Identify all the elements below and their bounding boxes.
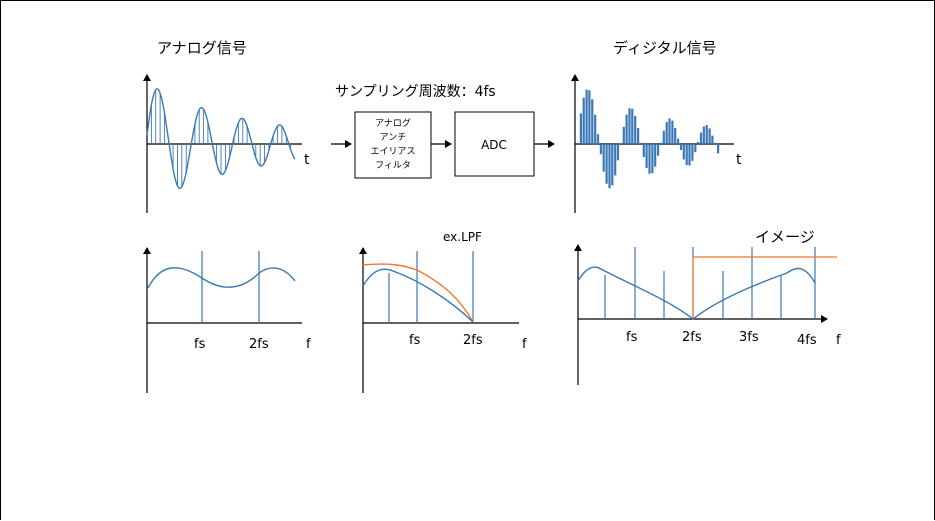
digital-sample-bar: [594, 114, 597, 144]
digital-sample-bar: [637, 128, 640, 144]
digital-sample-bar: [614, 144, 617, 176]
digital-sample-bar: [642, 144, 645, 158]
image-label: イメージ: [755, 228, 815, 246]
digital-sample-bar: [599, 144, 602, 155]
digital-t-label: t: [736, 152, 742, 168]
spec1-spectrum-curve: [147, 267, 296, 289]
digital-sample-bar: [671, 120, 674, 144]
spec3-image-curve: [692, 267, 816, 320]
digital-sample-bar: [582, 97, 585, 144]
digital-sample-bar: [591, 99, 594, 144]
digital-sample-bar: [714, 144, 717, 145]
filter-label-line-1: アナログ: [375, 117, 411, 129]
digital-sample-bar: [657, 144, 660, 156]
digital-sample-bar: [699, 132, 703, 144]
spec1-fs-tick: fs: [194, 337, 206, 352]
digital-time-plot: t: [571, 74, 742, 213]
digital-sample-bar: [648, 144, 651, 174]
spec2-f-label: f: [522, 337, 527, 352]
digital-sample-bar: [677, 138, 680, 144]
digital-sample-bar: [654, 144, 657, 167]
spec3-baseband-curve: [577, 266, 694, 320]
filter-label-line-4: フィルタ: [375, 160, 411, 171]
digital-sample-bar: [708, 128, 711, 144]
digital-sample-bar: [694, 144, 697, 153]
analog-t-label: t: [304, 152, 310, 168]
analog-spectrum-plot: fs 2fs f: [143, 247, 311, 393]
lpf-spectrum-plot: ex.LPF fs 2fs f: [359, 230, 527, 393]
digital-sample-bar: [608, 144, 611, 189]
digital-sample-bar: [711, 135, 714, 144]
digital-sample-bar: [705, 125, 708, 144]
digital-sample-bar: [659, 142, 662, 144]
digital-sample-bar: [679, 144, 683, 150]
digital-sample-bars: [579, 89, 720, 189]
spec1-f-label: f: [306, 337, 311, 352]
digital-sample-bar: [697, 142, 700, 144]
spec3-fs-tick: fs: [626, 330, 638, 345]
filter-label-line-3: エイリアス: [370, 147, 415, 157]
digital-sample-bar: [665, 122, 668, 144]
digital-sample-bar: [605, 144, 608, 184]
analog-waveform: [146, 88, 296, 190]
digital-sample-bar: [625, 114, 628, 144]
digital-sample-bar: [588, 90, 591, 144]
digital-sample-bar: [645, 144, 648, 169]
spec2-fs-tick: fs: [409, 333, 421, 348]
filter-label-line-2: アンチ: [380, 132, 407, 143]
signal-chain: アナログ アンチ エイリアス フィルタ ADC: [331, 111, 555, 179]
digital-spectrum-plot: イメージ fs 2fs 3fs 4fs f: [574, 228, 841, 385]
digital-sample-bar: [611, 144, 614, 186]
spec2-2fs-tick: 2fs: [463, 333, 483, 348]
digital-sample-bar: [602, 144, 605, 172]
digital-sample-bar: [688, 144, 691, 166]
spec1-2fs-tick: 2fs: [249, 337, 269, 352]
digital-sample-bar: [628, 108, 631, 144]
digital-sample-bar: [622, 126, 625, 144]
digital-sample-bar: [685, 144, 688, 166]
spec3-2fs-tick: 2fs: [682, 330, 702, 345]
lpf-label: ex.LPF: [443, 230, 482, 244]
digital-sample-bar: [668, 118, 671, 144]
analog-time-plot: t: [143, 74, 310, 213]
spec2-spectrum-curve: [362, 268, 474, 323]
digital-sample-bar: [634, 115, 637, 144]
digital-sample-bar: [616, 144, 620, 161]
digital-sample-bar: [631, 108, 634, 144]
adc-label: ADC: [481, 138, 507, 152]
analog-signal-title: アナログ信号: [157, 39, 247, 57]
digital-signal-title: ディジタル信号: [613, 39, 717, 57]
spec3-4fs-tick: 4fs: [797, 333, 817, 348]
digital-sample-bar: [639, 142, 642, 144]
digital-sample-bar: [691, 144, 694, 161]
anti-alias-filter-block: [354, 111, 432, 179]
digital-sample-bar: [682, 144, 685, 160]
spec3-f-label: f: [836, 333, 841, 348]
digital-sample-bar: [702, 126, 705, 144]
digital-sample-bar: [662, 130, 665, 144]
digital-sample-bar: [579, 113, 582, 144]
digital-sample-bar: [674, 127, 677, 144]
digital-sample-bar: [651, 144, 654, 174]
lpf-response-curve: [362, 263, 474, 323]
digital-sample-bar: [619, 143, 622, 144]
sampling-frequency-title: サンプリング周波数：4fs: [335, 84, 496, 100]
digital-sample-bar: [585, 89, 588, 144]
digital-sample-bar: [596, 134, 600, 144]
digital-sample-bar: [717, 144, 720, 154]
analog-sample-stems: [150, 89, 292, 187]
spec3-3fs-tick: 3fs: [739, 330, 759, 345]
